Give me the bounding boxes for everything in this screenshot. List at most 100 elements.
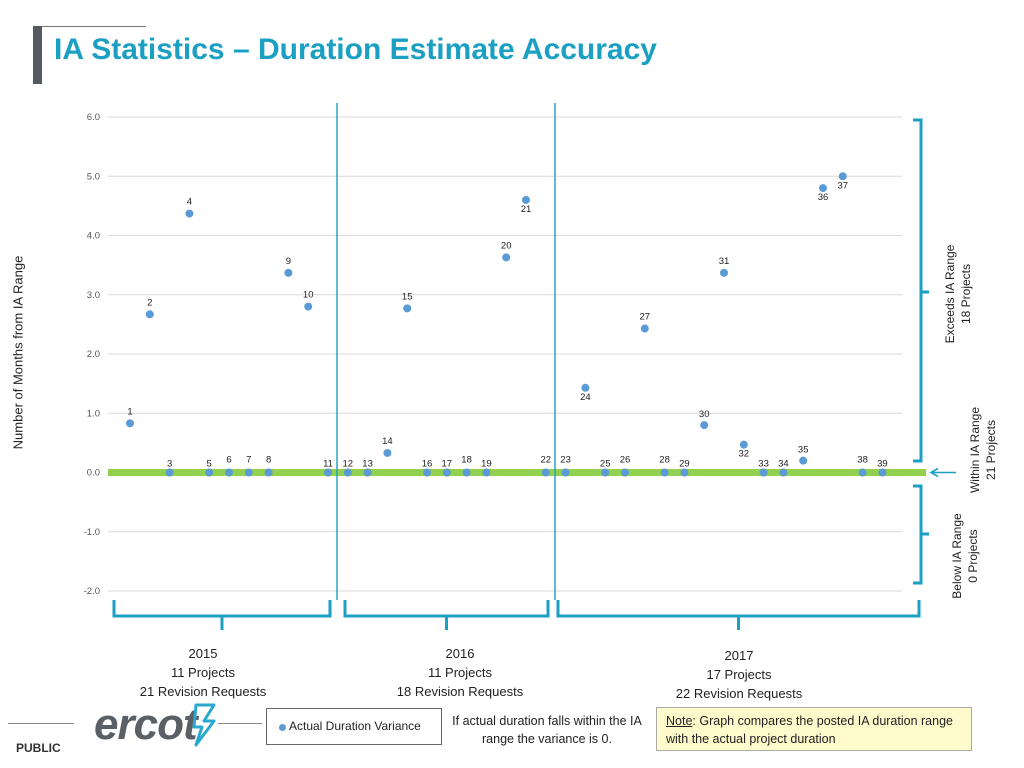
group-2016: 2016 11 Projects 18 Revision Requests [350, 644, 570, 701]
data-point [442, 468, 451, 477]
data-label: 22 [541, 455, 552, 466]
data-point [502, 253, 511, 262]
group-year: 2017 [724, 648, 754, 663]
data-label: 37 [838, 180, 849, 191]
data-point [462, 468, 471, 477]
data-label: 13 [362, 459, 373, 470]
title-accent-bar [33, 26, 42, 84]
data-label: 3 [167, 459, 172, 470]
range-label-exceeds: Exceeds IA Range 18 Projects [942, 229, 974, 359]
y-tick-label: 6.0 [87, 112, 100, 123]
data-point [205, 468, 214, 477]
data-point [145, 310, 154, 319]
data-point [343, 468, 352, 477]
data-label: 39 [877, 459, 888, 470]
title-rule [42, 26, 146, 27]
data-label: 8 [266, 455, 271, 466]
data-label: 2 [147, 297, 152, 308]
data-label: 33 [758, 459, 769, 470]
note-prefix: Note [666, 714, 693, 728]
data-point [185, 209, 194, 218]
data-label: 28 [659, 455, 670, 466]
range-label-below: Below IA Range 0 Projects [949, 491, 981, 621]
data-label: 4 [187, 197, 192, 208]
data-label: 20 [501, 240, 512, 251]
data-point [403, 304, 412, 313]
data-label: 15 [402, 291, 413, 302]
data-label: 10 [303, 290, 314, 301]
data-point [621, 468, 629, 477]
data-label: 11 [323, 459, 333, 470]
note-box: Note: Graph compares the posted IA durat… [656, 707, 972, 751]
group-year: 2016 [445, 646, 475, 661]
data-label: 12 [343, 459, 354, 470]
note-body: : Graph compares the posted IA duration … [666, 714, 953, 746]
group-projects: 11 Projects [170, 665, 236, 680]
data-point [244, 468, 253, 477]
legend-label: Actual Duration Variance [289, 719, 421, 733]
data-point [264, 468, 273, 477]
data-point [640, 324, 649, 333]
group-2015: 2015 11 Projects 21 Revision Requests [93, 644, 313, 701]
range-label-below-title: Below IA Range [950, 513, 964, 599]
data-label: 17 [442, 459, 453, 470]
legend-marker [279, 724, 286, 731]
y-tick-label: -2.0 [84, 586, 100, 597]
data-label: 38 [857, 455, 868, 466]
range-label-within-count: 21 Projects [984, 419, 998, 481]
data-label: 19 [481, 459, 492, 470]
y-tick-label: -1.0 [84, 527, 100, 538]
data-point [383, 448, 392, 457]
group-year: 2015 [188, 646, 218, 661]
data-point [284, 268, 293, 277]
data-point [799, 456, 808, 465]
data-label: 27 [640, 312, 651, 323]
range-label-exceeds-title: Exceeds IA Range [943, 244, 957, 344]
data-label: 32 [739, 449, 750, 460]
data-label: 36 [818, 192, 829, 203]
data-point [423, 468, 431, 477]
ercot-logo: ercot [94, 700, 198, 749]
group-requests: 21 Revision Requests [139, 684, 267, 699]
data-label: 16 [422, 459, 433, 470]
data-point [581, 383, 590, 392]
y-tick-label: 2.0 [87, 349, 100, 360]
y-axis-label: Number of Months from IA Range [10, 255, 26, 450]
note-text: Note: Graph compares the posted IA durat… [666, 712, 966, 748]
data-point [759, 468, 768, 477]
data-point [660, 468, 669, 477]
data-label: 24 [580, 392, 591, 403]
data-point [561, 468, 570, 477]
group-bracket-2017 [556, 600, 921, 630]
data-label: 25 [600, 459, 611, 470]
data-point [878, 468, 887, 477]
y-tick-label: 3.0 [87, 290, 100, 301]
data-point [165, 468, 174, 477]
within-range-band [108, 469, 926, 476]
range-label-exceeds-count: 18 Projects [959, 263, 973, 325]
data-label: 29 [679, 459, 690, 470]
data-label: 5 [207, 459, 212, 470]
data-label: 35 [798, 445, 809, 456]
data-point [700, 421, 709, 430]
group-requests: 18 Revision Requests [396, 684, 524, 699]
data-point [819, 184, 827, 193]
group-bracket-2015 [112, 600, 332, 630]
y-tick-label: 4.0 [87, 231, 100, 242]
chart-legend: Actual Duration Variance [266, 708, 442, 745]
data-point [522, 195, 530, 204]
group-bracket-2016 [343, 600, 550, 630]
variance-info: If actual duration falls within the IA r… [452, 714, 642, 746]
data-label: 18 [461, 455, 472, 466]
data-label: 26 [620, 455, 631, 466]
y-tick-label: 5.0 [87, 171, 100, 182]
data-label: 21 [521, 204, 532, 215]
data-point [739, 440, 748, 449]
lightning-bolt-icon [192, 703, 216, 747]
data-label: 23 [560, 455, 571, 466]
data-point [779, 468, 788, 477]
classification-label: PUBLIC [16, 741, 61, 755]
below-range-bracket [913, 484, 929, 585]
data-point [541, 468, 550, 477]
data-point [838, 172, 847, 181]
